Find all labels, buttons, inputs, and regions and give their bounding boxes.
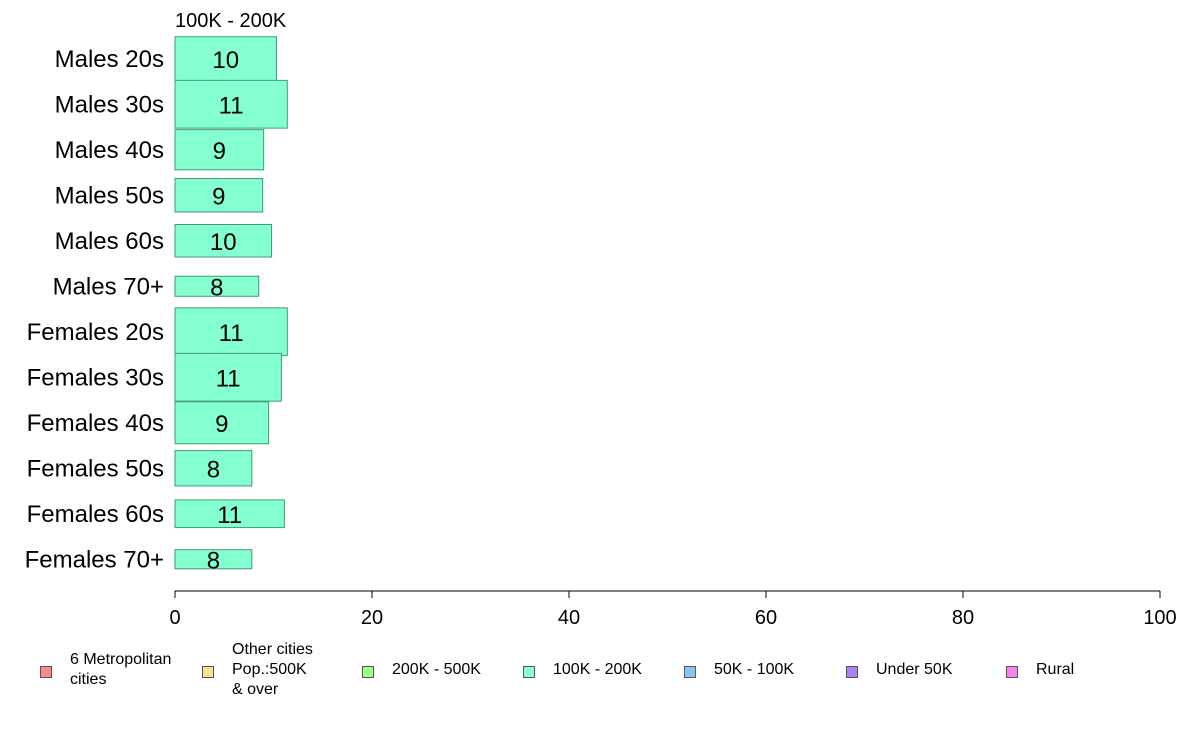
data-label: 9 bbox=[212, 183, 225, 210]
category-label: Males 60s bbox=[55, 228, 164, 255]
panel-title: 100K - 200K bbox=[175, 10, 287, 32]
x-axis: 0 20 40 60 80 100 bbox=[169, 590, 1177, 629]
category-label: Females 40s bbox=[27, 410, 164, 437]
legend-label: Under 50K bbox=[876, 661, 953, 678]
category-label: Males 40s bbox=[55, 137, 164, 164]
legend-swatch bbox=[1006, 666, 1018, 678]
bar bbox=[174, 36, 277, 82]
category-label: Males 70+ bbox=[53, 273, 164, 300]
data-label: 11 bbox=[217, 502, 242, 529]
legend-label: Other cities Pop.:500K & over bbox=[232, 641, 313, 698]
bar bbox=[174, 549, 253, 570]
legend: 6 Metropolitan cities Other cities Pop.:5… bbox=[0, 640, 1188, 710]
bar bbox=[174, 401, 270, 445]
category-label: Males 30s bbox=[55, 91, 164, 118]
category-label: Males 50s bbox=[55, 182, 164, 209]
legend-swatch bbox=[846, 666, 858, 678]
legend-label: 50K - 100K bbox=[714, 661, 795, 678]
category-label: Males 20s bbox=[55, 46, 164, 73]
bar bbox=[174, 129, 265, 171]
data-label: 11 bbox=[219, 92, 244, 119]
bar bbox=[174, 79, 288, 129]
legend-item: Under 50K bbox=[846, 660, 953, 680]
bar bbox=[174, 224, 273, 258]
data-label: 11 bbox=[216, 365, 241, 392]
bar bbox=[174, 352, 282, 402]
legend-item: 100K - 200K bbox=[523, 660, 642, 680]
legend-label: 6 Metropolitan cities bbox=[70, 651, 172, 688]
bar bbox=[174, 275, 260, 297]
legend-item: Rural bbox=[1006, 660, 1074, 680]
bar bbox=[174, 178, 264, 213]
x-tick-label: 100 bbox=[1143, 607, 1176, 629]
legend-label: Rural bbox=[1036, 661, 1075, 678]
legend-item: 200K - 500K bbox=[362, 660, 481, 680]
x-tick-label: 60 bbox=[755, 607, 777, 629]
data-label: 10 bbox=[210, 229, 237, 256]
legend-item: 50K - 100K bbox=[684, 660, 794, 680]
legend-swatch bbox=[202, 666, 214, 678]
legend-label: 100K - 200K bbox=[553, 661, 642, 678]
data-label: 11 bbox=[219, 320, 244, 347]
data-label: 9 bbox=[215, 411, 228, 438]
category-label: Females 20s bbox=[27, 319, 164, 346]
x-tick-label: 80 bbox=[952, 607, 974, 629]
legend-swatch bbox=[684, 666, 696, 678]
legend-item: 6 Metropolitan cities bbox=[40, 650, 171, 690]
data-label: 10 bbox=[212, 47, 239, 74]
data-label: 8 bbox=[207, 547, 220, 574]
legend-swatch bbox=[362, 666, 374, 678]
legend-swatch bbox=[523, 666, 535, 678]
category-label: Females 50s bbox=[27, 455, 164, 482]
legend-swatch bbox=[40, 666, 52, 678]
legend-item: Other cities Pop.:500K & over bbox=[202, 640, 313, 700]
x-tick-label: 40 bbox=[558, 607, 580, 629]
bars-group: Males 20s 10 Males 30s 11 Males 40s 9 Males 50… bbox=[25, 36, 288, 574]
x-tick-label: 20 bbox=[361, 607, 383, 629]
bar bbox=[174, 499, 285, 529]
legend-label: 200K - 500K bbox=[392, 661, 481, 678]
category-label: Females 60s bbox=[27, 501, 164, 528]
bar bbox=[174, 450, 253, 487]
x-tick-label: 0 bbox=[169, 607, 180, 629]
data-label: 8 bbox=[210, 274, 223, 301]
category-label: Females 70+ bbox=[25, 546, 164, 573]
category-label: Females 30s bbox=[27, 364, 164, 391]
data-label: 9 bbox=[213, 138, 226, 165]
data-label: 8 bbox=[207, 456, 220, 483]
